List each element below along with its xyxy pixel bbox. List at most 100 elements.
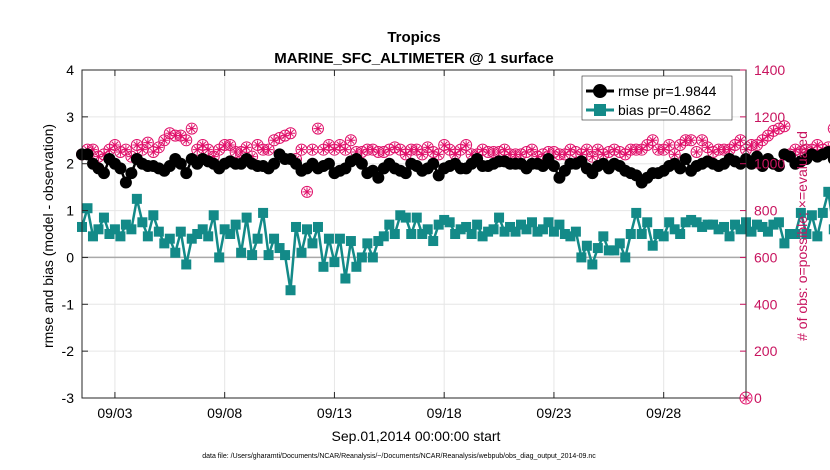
bias-point	[252, 233, 263, 244]
bias-point	[225, 229, 236, 239]
bias-point	[340, 273, 351, 284]
rmse-point	[372, 171, 385, 184]
evaluated-obs-point	[253, 140, 263, 150]
evaluated-obs-point	[642, 140, 652, 150]
evaluated-obs-point	[390, 142, 400, 152]
evaluated-obs-point	[340, 145, 350, 155]
legend-bias-marker	[594, 104, 606, 116]
bias-point	[428, 236, 439, 247]
bias-point	[817, 207, 828, 218]
evaluated-obs-point	[746, 140, 756, 150]
bias-point	[192, 229, 203, 239]
evaluated-obs-point	[110, 140, 120, 150]
bias-point	[170, 247, 181, 258]
bias-point	[751, 219, 762, 230]
rmse-point	[547, 160, 560, 173]
evaluated-obs-point	[527, 145, 537, 155]
evaluated-obs-point	[571, 147, 581, 157]
bias-point	[450, 229, 461, 239]
bias-point	[120, 219, 131, 230]
bias-point	[175, 226, 186, 237]
evaluated-obs-point	[653, 145, 663, 155]
evaluated-obs-point	[489, 147, 499, 157]
bias-point	[801, 229, 812, 239]
possible-obs-point	[646, 134, 659, 147]
bias-point	[263, 250, 274, 261]
bias-point	[625, 229, 636, 239]
evaluated-obs-point	[703, 142, 713, 152]
bias-point	[285, 285, 296, 296]
bias-point	[230, 219, 241, 230]
evaluated-obs-point	[351, 147, 361, 157]
bias-point	[543, 217, 554, 228]
rmse-point	[119, 176, 132, 189]
y-tick-label-right: 1200	[754, 109, 785, 125]
evaluated-obs-point	[478, 145, 488, 155]
possible-obs-point	[300, 185, 313, 198]
x-tick-label: 09/23	[536, 405, 571, 421]
evaluated-obs-point	[428, 147, 438, 157]
bias-point	[411, 212, 422, 223]
bias-point	[614, 238, 625, 249]
bias-point	[104, 229, 115, 239]
evaluated-obs-point	[236, 147, 246, 157]
rmse-point	[827, 154, 830, 164]
rmse-point	[750, 150, 763, 163]
evaluated-obs-point	[637, 145, 647, 155]
bias-point	[532, 226, 543, 237]
bias-point	[197, 224, 208, 235]
bias-point	[439, 214, 450, 225]
evaluated-obs-point	[187, 124, 197, 134]
evaluated-obs-point	[538, 149, 548, 159]
bias-point	[581, 240, 592, 251]
bias-point	[219, 224, 230, 235]
bias-point	[730, 219, 741, 230]
evaluated-obs-point	[214, 145, 224, 155]
bias-point	[214, 252, 225, 263]
bias-point	[697, 221, 708, 232]
evaluated-obs-point	[598, 149, 608, 159]
evaluated-obs-point	[313, 124, 323, 134]
rmse-point	[81, 148, 94, 161]
bias-point	[494, 212, 505, 223]
evaluated-obs-point	[384, 145, 394, 155]
bias-point	[461, 221, 472, 232]
evaluated-obs-point	[181, 135, 191, 145]
bias-point	[559, 229, 570, 239]
evaluated-obs-point	[220, 140, 230, 150]
legend: rmse pr=1.9844 bias pr=0.4862	[581, 75, 733, 121]
evaluated-obs-point	[318, 145, 328, 155]
y-tick-label-right: 200	[754, 343, 778, 359]
evaluated-obs-point	[543, 147, 553, 157]
bias-point	[653, 229, 664, 239]
plot-frame	[81, 69, 747, 399]
bias-point	[746, 226, 757, 237]
evaluated-obs-point	[99, 149, 109, 159]
bias-point	[351, 261, 362, 272]
bias-point	[505, 221, 516, 232]
bias-point	[115, 231, 126, 242]
bias-point	[208, 210, 219, 221]
evaluated-obs-point	[648, 135, 658, 145]
possible-obs-point	[185, 122, 198, 135]
bias-point	[812, 231, 823, 242]
bias-point	[719, 221, 730, 232]
evaluated-obs-point	[730, 140, 740, 150]
evaluated-obs-point	[170, 131, 180, 141]
possible-obs-point	[690, 146, 703, 158]
bias-point	[735, 224, 746, 235]
bias-point	[126, 224, 137, 235]
bias-point	[609, 245, 620, 256]
bias-point	[554, 219, 565, 230]
evaluated-obs-point	[209, 152, 219, 162]
evaluated-obs-point	[143, 138, 153, 148]
evaluated-obs-point	[148, 147, 158, 157]
bias-point	[510, 226, 521, 237]
evaluated-obs-point	[609, 145, 619, 155]
bias-point	[472, 219, 483, 230]
bias-point	[647, 240, 658, 251]
bias-point	[312, 221, 323, 232]
bias-point	[400, 212, 411, 223]
bias-point	[521, 224, 532, 235]
bias-point	[466, 229, 477, 239]
